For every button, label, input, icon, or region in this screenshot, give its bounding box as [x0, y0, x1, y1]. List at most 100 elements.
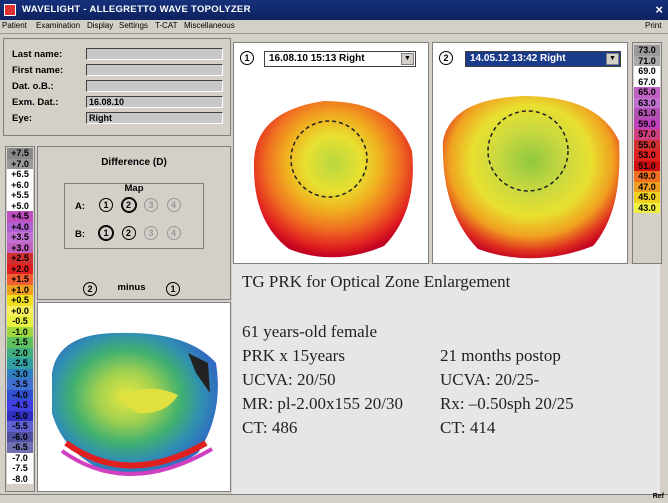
last-name-row: Last name:	[4, 47, 234, 61]
map-2-surface	[442, 96, 620, 259]
difference-map-dark-patch	[188, 353, 210, 393]
map-b-option-2[interactable]: 2	[121, 226, 136, 240]
minus-left-number: 2	[83, 282, 97, 296]
exam-date-field[interactable]: 16.08.10	[86, 96, 223, 108]
case-title: TG PRK for Optical Zone Enlargement	[242, 272, 511, 291]
difference-scale-entry: +0.5	[7, 295, 33, 306]
app-icon	[4, 4, 16, 16]
menu-tcat[interactable]: T-CAT	[155, 21, 178, 30]
menu-patient[interactable]: Patient	[2, 21, 27, 30]
window-title: WAVELIGHT - ALLEGRETTO WAVE TOPOLYZER	[22, 4, 251, 15]
menu-examination[interactable]: Examination	[36, 21, 81, 30]
eye-label: Eye:	[12, 113, 33, 124]
difference-scale-entry: -6.5	[7, 442, 33, 453]
map-b-option-3[interactable]: 3	[144, 226, 159, 240]
difference-scale-entry: +5.0	[7, 200, 33, 211]
difference-map	[52, 332, 218, 476]
map-a-option-1[interactable]: 1	[99, 198, 113, 212]
title-bar: WAVELIGHT - ALLEGRETTO WAVE TOPOLYZER ×	[0, 0, 668, 20]
difference-scale-entry: +0.0	[7, 305, 33, 316]
curvature-scale-entry: 63.0	[634, 97, 660, 108]
difference-scale-entry: -4.0	[7, 389, 33, 400]
menu-settings[interactable]: Settings	[119, 21, 148, 30]
map-2-optical-zone-circle	[487, 110, 569, 192]
curvature-scale-entry: 67.0	[634, 76, 660, 87]
map-2-panel: 2 14.05.12 13:42 Right ▼	[432, 42, 628, 264]
map-b-option-1[interactable]: 1	[99, 226, 113, 240]
curvature-color-scale: 73.0 71.0 69.0 67.0 65.0 63.0 61.0 59.0 57.0 55.0…	[632, 42, 662, 264]
map-1-exam-select[interactable]: 16.08.10 15:13 Right ▼	[264, 51, 416, 67]
menu-bar: Patient Examination Display Settings T-C…	[0, 20, 668, 34]
map-label: Map	[124, 183, 144, 194]
chevron-down-icon[interactable]: ▼	[606, 53, 619, 65]
preop-line-4: CT: 486	[242, 418, 298, 437]
difference-scale-entry: +1.5	[7, 274, 33, 285]
difference-map-magenta-band	[60, 447, 214, 476]
case-description-overlay: TG PRK for Optical Zone Enlargement 61 y…	[232, 264, 660, 494]
map-b-option-4[interactable]: 4	[166, 226, 181, 240]
map-2-number: 2	[439, 51, 453, 65]
difference-scale-entry: -5.0	[7, 410, 33, 421]
minus-label: minus	[117, 282, 146, 293]
map-2-topography	[442, 96, 620, 259]
last-name-field[interactable]	[86, 48, 223, 60]
map-1-surface	[253, 101, 413, 258]
curvature-scale-entry: 73.0	[634, 45, 660, 56]
difference-scale-entry: +5.5	[7, 190, 33, 201]
difference-panel: Difference (D) Map A: 1 2 3 4 B: 1 2 3 4…	[37, 146, 231, 300]
difference-title: Difference (D)	[101, 157, 167, 168]
map-a-option-4[interactable]: 4	[166, 198, 181, 212]
bottom-ruler: Ref	[0, 493, 668, 503]
first-name-row: First name:	[4, 63, 234, 77]
difference-scale-entry: +4.0	[7, 221, 33, 232]
curvature-scale-entry: 51.0	[634, 160, 660, 171]
curvature-scale-entry: 55.0	[634, 139, 660, 150]
difference-scale-entry: +1.0	[7, 284, 33, 295]
difference-scale-entry: -1.5	[7, 337, 33, 348]
dob-row: Dat. o.B.:	[4, 79, 234, 93]
difference-scale-entry: +7.0	[7, 158, 33, 169]
map-1-optical-zone-circle	[290, 120, 368, 198]
map-2-exam-value: 14.05.12 13:42 Right	[470, 53, 566, 64]
difference-scale-entry: -6.0	[7, 431, 33, 442]
map-1-topography	[253, 101, 413, 258]
difference-scale-entry: +6.5	[7, 169, 33, 180]
difference-scale-entry: +2.0	[7, 263, 33, 274]
postop-line-4: CT: 414	[440, 418, 496, 437]
menu-miscellaneous[interactable]: Miscellaneous	[184, 21, 235, 30]
difference-scale-entry: -2.0	[7, 347, 33, 358]
menu-print[interactable]: Print	[645, 21, 662, 30]
map-1-exam-value: 16.08.10 15:13 Right	[269, 53, 365, 64]
dob-field[interactable]	[86, 80, 223, 92]
curvature-scale-entry: 65.0	[634, 87, 660, 98]
eye-field[interactable]: Right	[86, 112, 223, 124]
difference-scale-entry: -1.0	[7, 326, 33, 337]
map-a-option-3[interactable]: 3	[144, 198, 159, 212]
map-a-option-2[interactable]: 2	[121, 198, 136, 212]
difference-scale-entry: +4.5	[7, 211, 33, 222]
chevron-down-icon[interactable]: ▼	[401, 53, 414, 65]
difference-map-panel	[37, 302, 231, 492]
curvature-scale-entry: 53.0	[634, 150, 660, 161]
row-a-options: 1 2 3 4	[99, 198, 181, 212]
difference-map-yellow-zone	[118, 388, 178, 414]
patient-info-panel: Last name: First name: Dat. o.B.: Exm. D…	[3, 38, 231, 136]
close-button[interactable]: ×	[655, 2, 663, 17]
row-b-options: 1 2 3 4	[99, 226, 181, 240]
minus-row: 2 minus 1	[83, 282, 181, 296]
map-1-panel: 1 16.08.10 15:13 Right ▼	[233, 42, 429, 264]
map-2-exam-select[interactable]: 14.05.12 13:42 Right ▼	[465, 51, 621, 67]
difference-scale-entry: -0.5	[7, 316, 33, 327]
curvature-scale-entry: 43.0	[634, 202, 660, 213]
difference-scale-entry: +3.0	[7, 242, 33, 253]
preop-line-3: MR: pl-2.00x155 20/30	[242, 394, 404, 413]
preop-line-2: UCVA: 20/50	[242, 370, 336, 389]
patient-description: 61 years-old female	[242, 322, 377, 341]
row-a-label: A:	[75, 201, 86, 212]
difference-scale-entry: -8.0	[7, 473, 33, 484]
curvature-scale-entry: 57.0	[634, 129, 660, 140]
menu-display[interactable]: Display	[87, 21, 114, 30]
first-name-field[interactable]	[86, 64, 223, 76]
postop-line-2: UCVA: 20/25-	[440, 370, 540, 389]
difference-map-red-band	[64, 440, 208, 469]
